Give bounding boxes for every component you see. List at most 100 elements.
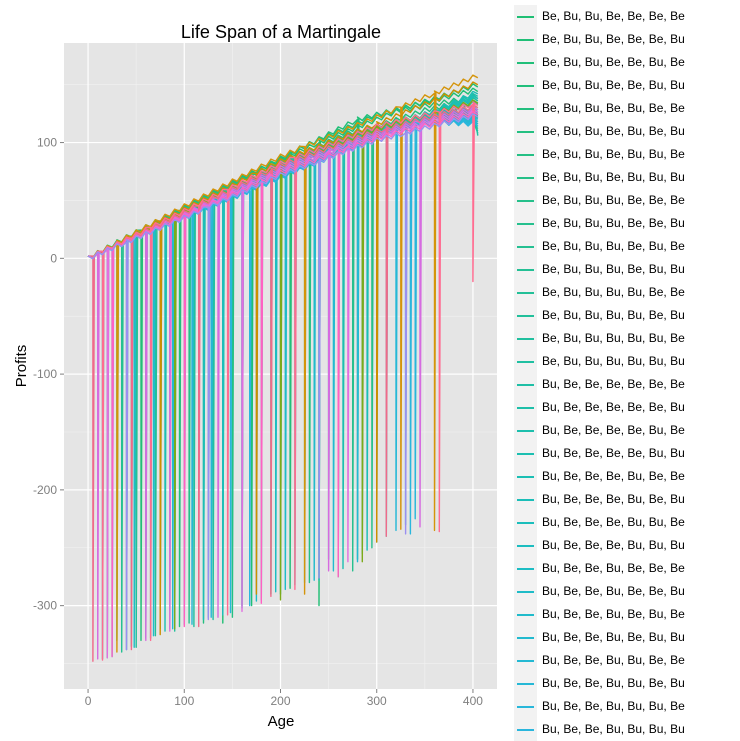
legend-swatch — [517, 499, 534, 501]
legend-label: Bu, Be, Be, Be, Bu, Be, Be — [542, 469, 685, 483]
legend-item: Be, Bu, Bu, Bu, Be, Bu, Be — [514, 235, 740, 258]
series-line-unlabeled — [87, 101, 479, 661]
legend-swatch — [517, 39, 534, 41]
legend-key — [514, 258, 537, 281]
legend-swatch — [517, 361, 534, 363]
legend-label: Be, Bu, Bu, Be, Bu, Bu, Bu — [542, 170, 685, 184]
legend-swatch — [517, 154, 534, 156]
legend-swatch — [517, 85, 534, 87]
legend-key — [514, 51, 537, 74]
legend-key — [514, 442, 537, 465]
legend-swatch — [517, 614, 534, 616]
legend-label: Bu, Be, Be, Bu, Be, Be, Be — [542, 561, 685, 575]
legend-label: Be, Bu, Bu, Bu, Bu, Bu, Be — [542, 331, 685, 345]
legend-item: Be, Bu, Bu, Bu, Be, Be, Be — [514, 189, 740, 212]
legend-label: Bu, Be, Be, Bu, Bu, Bu, Be — [542, 699, 685, 713]
y-tick-label: 0 — [50, 251, 57, 265]
legend-key — [514, 350, 537, 373]
legend-key — [514, 189, 537, 212]
legend-item: Bu, Be, Be, Be, Be, Be, Be — [514, 373, 740, 396]
legend-item: Be, Bu, Bu, Bu, Bu, Be, Be — [514, 281, 740, 304]
legend-item: Be, Bu, Bu, Be, Bu, Bu, Bu — [514, 166, 740, 189]
legend-key — [514, 465, 537, 488]
series-line-unlabeled — [87, 81, 479, 636]
legend-item: Be, Bu, Bu, Be, Bu, Bu, Be — [514, 143, 740, 166]
legend-key — [514, 235, 537, 258]
legend-swatch — [517, 315, 534, 317]
legend-item: Bu, Be, Be, Bu, Be, Be, Be — [514, 557, 740, 580]
legend-item: Be, Bu, Bu, Be, Be, Bu, Bu — [514, 74, 740, 97]
legend-item: Be, Bu, Bu, Be, Bu, Be, Bu — [514, 120, 740, 143]
legend-item: Bu, Be, Be, Bu, Be, Bu, Bu — [514, 626, 740, 649]
legend-key — [514, 626, 537, 649]
legend-label: Bu, Be, Be, Be, Be, Be, Bu — [542, 400, 685, 414]
y-tick-label: -100 — [33, 367, 57, 381]
legend-key — [514, 143, 537, 166]
legend-label: Be, Bu, Bu, Bu, Bu, Bu, Bu — [542, 354, 685, 368]
legend-label: Bu, Be, Be, Be, Be, Bu, Bu — [542, 446, 685, 460]
legend-item: Be, Bu, Bu, Bu, Be, Be, Bu — [514, 212, 740, 235]
y-axis-ticks: 100 0 -100 -200 -300 — [33, 136, 64, 613]
legend-swatch — [517, 384, 534, 386]
legend-label: Bu, Be, Be, Be, Bu, Bu, Bu — [542, 538, 685, 552]
legend-swatch — [517, 200, 534, 202]
legend-item: Bu, Be, Be, Be, Bu, Be, Bu — [514, 488, 740, 511]
legend-key — [514, 511, 537, 534]
legend-label: Be, Bu, Bu, Bu, Be, Be, Bu — [542, 216, 685, 230]
legend-label: Bu, Be, Be, Bu, Be, Be, Bu — [542, 584, 685, 598]
legend-label: Bu, Be, Be, Be, Be, Be, Be — [542, 377, 685, 391]
legend-item: Bu, Be, Be, Bu, Bu, Bu, Bu — [514, 718, 740, 741]
legend-key — [514, 695, 537, 718]
legend-key — [514, 304, 537, 327]
legend-key — [514, 327, 537, 350]
legend-label: Bu, Be, Be, Bu, Bu, Bu, Bu — [542, 722, 685, 736]
legend-label: Be, Bu, Bu, Bu, Bu, Be, Be — [542, 285, 685, 299]
legend-key — [514, 212, 537, 235]
legend-key — [514, 373, 537, 396]
legend-item: Bu, Be, Be, Bu, Bu, Be, Bu — [514, 672, 740, 695]
legend-swatch — [517, 683, 534, 685]
legend-label: Bu, Be, Be, Bu, Bu, Be, Bu — [542, 676, 685, 690]
legend-label: Bu, Be, Be, Bu, Be, Bu, Bu — [542, 630, 685, 644]
legend-swatch — [517, 453, 534, 455]
legend-label: Be, Bu, Bu, Be, Bu, Be, Be — [542, 101, 685, 115]
legend-swatch — [517, 223, 534, 225]
legend-swatch — [517, 269, 534, 271]
legend-key — [514, 166, 537, 189]
legend-item: Be, Bu, Bu, Be, Bu, Be, Be — [514, 97, 740, 120]
legend-item: Bu, Be, Be, Be, Be, Bu, Be — [514, 419, 740, 442]
legend-key — [514, 419, 537, 442]
legend-item: Bu, Be, Be, Bu, Bu, Be, Be — [514, 649, 740, 672]
legend-label: Be, Bu, Bu, Bu, Be, Bu, Be — [542, 239, 685, 253]
legend-key — [514, 488, 537, 511]
legend-swatch — [517, 430, 534, 432]
legend-label: Be, Bu, Bu, Be, Bu, Be, Bu — [542, 124, 685, 138]
legend-item: Be, Bu, Bu, Be, Be, Be, Bu — [514, 28, 740, 51]
legend-key — [514, 603, 537, 626]
legend-swatch — [517, 16, 534, 18]
legend-key — [514, 580, 537, 603]
legend-label: Be, Bu, Bu, Be, Bu, Bu, Be — [542, 147, 685, 161]
legend-swatch — [517, 568, 534, 570]
legend-key — [514, 97, 537, 120]
series-line-unlabeled — [87, 106, 479, 660]
y-axis-label: Profits — [13, 345, 30, 388]
legend-swatch — [517, 407, 534, 409]
legend-key — [514, 534, 537, 557]
legend-item: Be, Bu, Bu, Bu, Bu, Bu, Be — [514, 327, 740, 350]
legend-swatch — [517, 177, 534, 179]
legend-swatch — [517, 131, 534, 133]
legend-label: Be, Bu, Bu, Bu, Bu, Be, Bu — [542, 308, 685, 322]
legend-item: Bu, Be, Be, Be, Be, Bu, Bu — [514, 442, 740, 465]
legend-swatch — [517, 246, 534, 248]
legend-swatch — [517, 637, 534, 639]
legend-key — [514, 396, 537, 419]
legend-swatch — [517, 706, 534, 708]
x-tick-label: 100 — [174, 694, 194, 708]
legend-swatch — [517, 62, 534, 64]
legend-item: Bu, Be, Be, Be, Bu, Be, Be — [514, 465, 740, 488]
legend-swatch — [517, 591, 534, 593]
legend-swatch — [517, 476, 534, 478]
legend-key — [514, 672, 537, 695]
series-line-unlabeled — [87, 113, 479, 651]
